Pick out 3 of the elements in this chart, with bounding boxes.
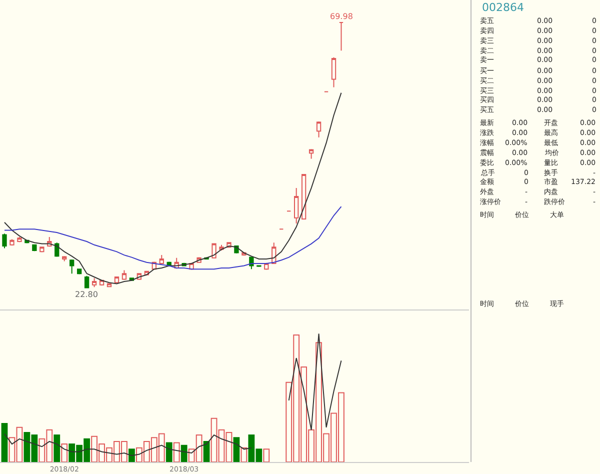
annotation: 69.98: [330, 12, 353, 21]
text: 002864: [482, 1, 524, 14]
annotation: 22.80: [75, 290, 98, 299]
